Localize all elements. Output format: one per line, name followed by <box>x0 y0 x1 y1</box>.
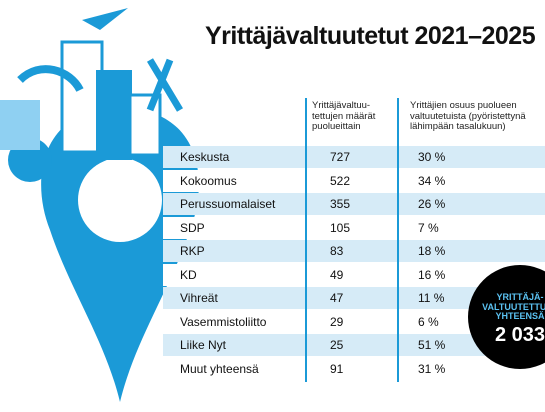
table-row: Muut yhteensä 91 31 % <box>163 357 545 380</box>
column-header: Yrittäjävaltuu-tettujen määrät puolueitta… <box>312 100 376 133</box>
table-row: Keskusta 727 30 % <box>163 146 545 168</box>
party: Vihreät <box>180 291 218 305</box>
column-divider <box>305 98 307 382</box>
column-header-line: Yrittäjien osuus puolueen <box>410 100 517 111</box>
column-header-line: Yrittäjävaltuu- <box>312 100 371 111</box>
column-header-line: lähimpään tasalukuun) <box>410 121 506 132</box>
column-header-line: puolueittain <box>312 121 361 132</box>
table-row: Perussuomalaiset 355 26 % <box>163 193 545 215</box>
share: 16 % <box>418 267 446 282</box>
party: Perussuomalaiset <box>180 197 276 211</box>
column-header-line: valtuutetuista (pyöristettynä <box>410 110 526 122</box>
share: 34 % <box>418 173 446 188</box>
count: 49 <box>330 267 344 282</box>
count: 47 <box>330 291 344 305</box>
count: 83 <box>330 244 344 258</box>
share: 11 % <box>418 291 445 305</box>
cutlery <box>146 58 184 112</box>
count: 29 <box>330 314 344 329</box>
decoration <box>0 100 40 150</box>
party: RKP <box>180 244 205 258</box>
table-row: Kokoomus 522 34 % <box>163 169 545 192</box>
badge-label: VALTUUTETTUJA <box>482 301 545 312</box>
table-row: KD 49 16 % <box>163 263 545 286</box>
column-header: Yrittäjien osuus puolueen valtuutetuista … <box>410 100 526 133</box>
share: 6 % <box>418 314 439 329</box>
map-pin <box>41 108 199 402</box>
count: 25 <box>330 338 344 352</box>
badge-total: 2 033 <box>494 323 545 346</box>
paper-plane <box>82 8 128 30</box>
column-header-line: tettujen määrät <box>312 110 376 122</box>
share: 18 % <box>418 244 446 258</box>
table-row: Vihreät 47 11 % <box>163 287 545 309</box>
count: 355 <box>330 197 351 211</box>
share: 26 % <box>418 197 446 211</box>
share: 7 % <box>418 220 439 235</box>
count: 105 <box>330 220 351 235</box>
count: 727 <box>330 150 351 164</box>
badge-label: YHTEENSÄ <box>495 311 545 321</box>
building <box>96 70 132 160</box>
pin-hole <box>78 158 162 242</box>
title: Yrittäjävaltuutetut 2021–2025 <box>205 22 536 50</box>
share: 30 % <box>418 150 446 164</box>
column-divider <box>397 98 399 382</box>
share: 31 % <box>418 361 446 376</box>
total-badge: YRITTÄJÄ-VALTUUTETTUJAYHTEENSÄ 2 033 <box>468 265 545 369</box>
count: 91 <box>330 361 344 376</box>
table-row: SDP 105 7 % <box>163 216 545 239</box>
party: Kokoomus <box>180 173 237 188</box>
table-row: RKP 83 18 % <box>163 240 545 262</box>
count: 522 <box>330 173 351 188</box>
badge-text: YRITTÄJÄ-VALTUUTETTUJAYHTEENSÄ 2 033 <box>468 265 545 347</box>
party: KD <box>180 267 197 282</box>
party: Muut yhteensä <box>180 361 259 376</box>
party: Liike Nyt <box>180 338 227 352</box>
table-row: Liike Nyt 25 51 % <box>163 334 545 356</box>
party: Keskusta <box>180 150 230 164</box>
table-row: Vasemmistoliitto 29 6 % <box>163 310 545 333</box>
badge-label: YRITTÄJÄ- <box>496 292 544 302</box>
party: Vasemmistoliitto <box>180 314 267 329</box>
share: 51 % <box>418 338 446 352</box>
decoration <box>17 65 84 93</box>
party: SDP <box>180 220 205 235</box>
